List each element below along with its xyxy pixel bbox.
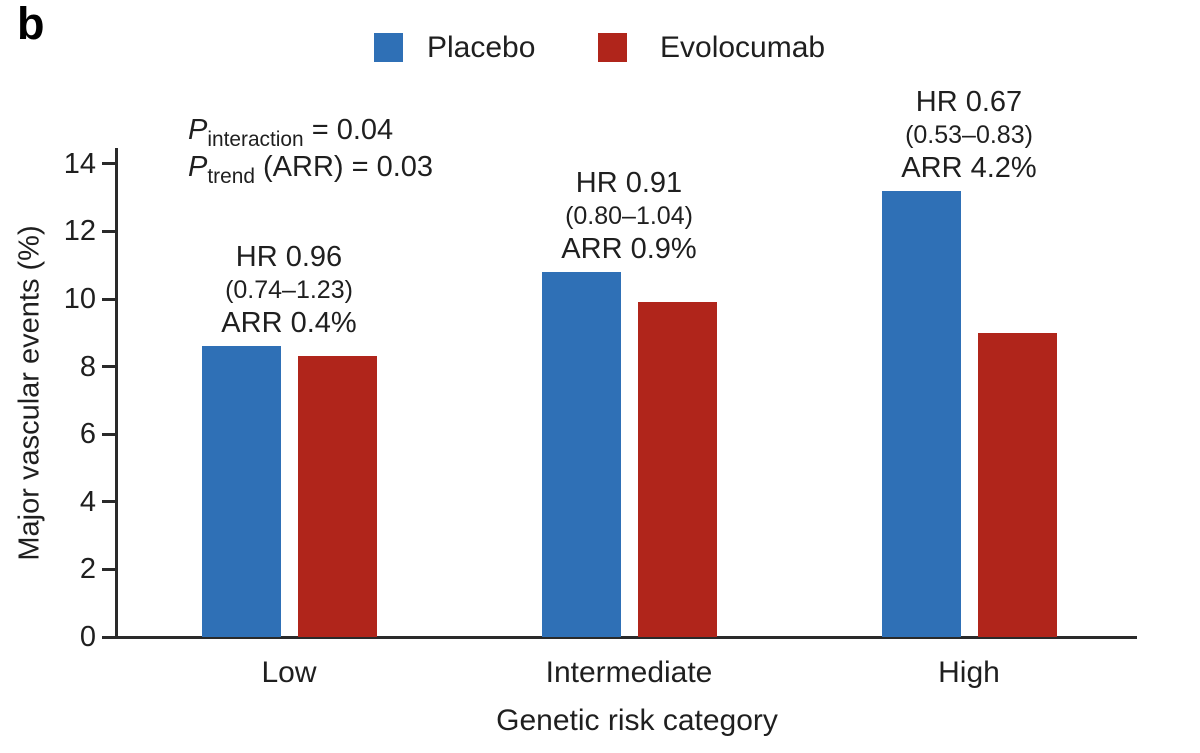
p-interaction-line: Pinteraction = 0.04: [188, 114, 394, 151]
legend-swatch-evolocumab: [598, 33, 627, 62]
bar-evolocumab-low: [297, 356, 377, 637]
y-tick: [102, 365, 115, 369]
x-axis-label: Genetic risk category: [496, 704, 778, 737]
y-tick: [102, 297, 115, 301]
group-annotation-intermediate: HR 0.91 (0.80–1.04) ARR 0.9%: [469, 166, 789, 267]
stats-annotation: Pinteraction = 0.04 Ptrend (ARR) = 0.03: [188, 112, 434, 188]
category-label-low: Low: [261, 656, 317, 689]
y-tick: [102, 635, 115, 639]
bar-placebo-intermediate: [541, 271, 621, 637]
panel-label: b: [17, 0, 45, 49]
x-axis-spine: [115, 636, 1137, 639]
arr-label: ARR 4.2%: [901, 151, 1037, 184]
bar-evolocumab-intermediate: [637, 302, 717, 637]
category-label-intermediate: Intermediate: [545, 656, 713, 689]
arr-label: ARR 0.4%: [221, 307, 357, 340]
y-tick-label: 10: [63, 283, 96, 315]
bar-placebo-low: [201, 346, 281, 637]
y-axis-spine: [115, 148, 118, 639]
group-annotation-high: HR 0.67 (0.53–0.83) ARR 4.2%: [809, 85, 1129, 186]
y-tick-label: 8: [79, 350, 96, 383]
y-tick-label: 12: [63, 215, 96, 248]
y-tick: [102, 432, 115, 436]
ci-label: (0.53–0.83): [905, 120, 1033, 149]
hr-label: HR 0.96: [235, 241, 343, 274]
y-tick-label: 0: [79, 621, 96, 653]
legend-label-placebo: Placebo: [427, 31, 536, 64]
y-tick: [102, 567, 115, 571]
y-tick: [102, 500, 115, 504]
ci-label: (0.74–1.23): [225, 276, 353, 305]
category-label-high: High: [938, 656, 1000, 689]
y-tick-label: 6: [79, 418, 96, 451]
p-trend-line: Ptrend (ARR) = 0.03: [188, 151, 434, 188]
y-tick: [102, 229, 115, 233]
y-tick-label: 4: [79, 485, 96, 518]
bar-placebo-high: [881, 190, 961, 637]
hr-label: HR 0.91: [575, 166, 683, 199]
y-tick: [102, 162, 115, 166]
bar-evolocumab-high: [977, 332, 1057, 637]
ci-label: (0.80–1.04): [565, 201, 693, 230]
group-annotation-low: HR 0.96 (0.74–1.23) ARR 0.4%: [129, 240, 449, 341]
legend-swatch-placebo: [374, 33, 403, 62]
arr-label: ARR 0.9%: [561, 232, 697, 265]
hr-label: HR 0.67: [915, 85, 1023, 118]
legend-label-evolocumab: Evolocumab: [660, 31, 826, 64]
y-tick-label: 14: [63, 147, 96, 180]
y-tick-label: 2: [79, 553, 96, 586]
